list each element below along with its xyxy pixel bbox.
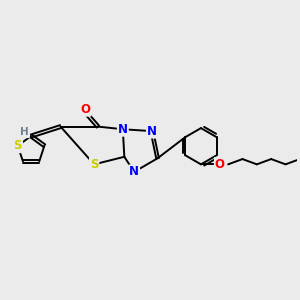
Text: O: O (80, 103, 90, 116)
Text: H: H (20, 127, 29, 137)
Text: O: O (215, 158, 225, 171)
Text: N: N (147, 124, 157, 138)
Text: S: S (90, 158, 98, 171)
Text: N: N (129, 165, 139, 178)
Text: S: S (14, 139, 22, 152)
Text: N: N (118, 123, 128, 136)
